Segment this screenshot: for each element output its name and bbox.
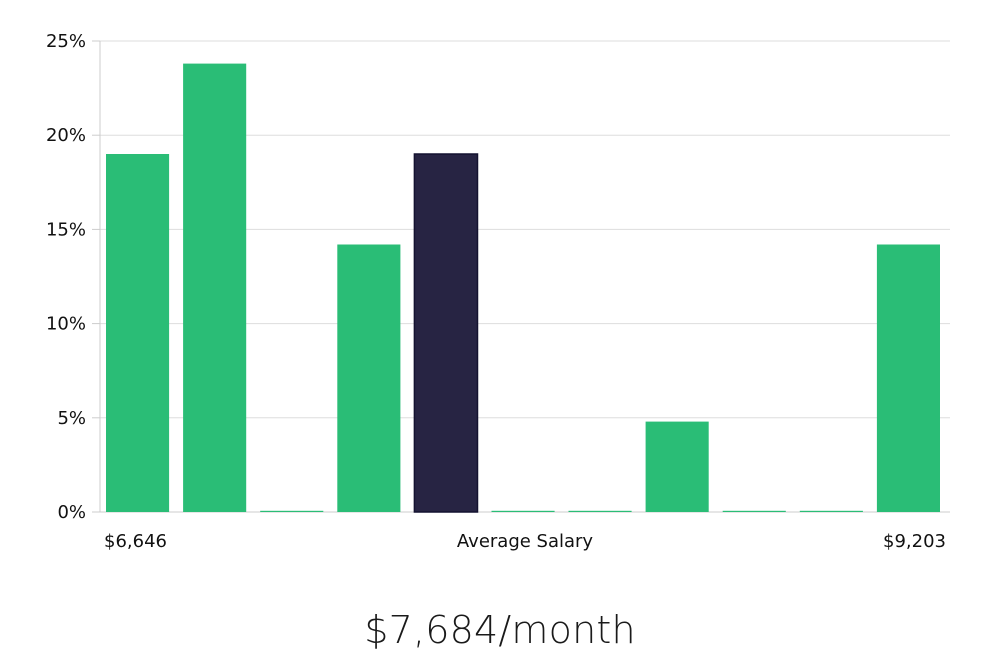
bar (106, 154, 170, 512)
y-tick-label: 5% (57, 408, 86, 429)
bar-average-highlight (413, 153, 479, 513)
y-tick-label: 0% (57, 502, 86, 523)
y-tick-label: 25% (46, 31, 86, 52)
y-tick-label: 10% (46, 314, 86, 335)
bar (722, 510, 786, 512)
bar (491, 510, 555, 512)
bars (106, 63, 940, 513)
average-salary-headline: $7,684/month (364, 608, 636, 652)
y-axis-ticks: 0% 5% 10% 15% 20% 25% (46, 31, 100, 523)
bar (799, 510, 863, 512)
bar (260, 510, 324, 512)
bar (183, 63, 247, 512)
y-tick-label: 20% (46, 125, 86, 146)
x-label-min: $6,646 (104, 531, 167, 552)
bar (568, 510, 632, 512)
salary-histogram: 0% 5% 10% 15% 20% 25% $6,646 Average Salary $… (46, 31, 950, 552)
bar (337, 244, 401, 512)
y-tick-label: 15% (46, 219, 86, 240)
bar (876, 244, 940, 512)
x-label-center: Average Salary (457, 531, 594, 552)
bar (645, 421, 709, 512)
x-label-max: $9,203 (883, 531, 946, 552)
